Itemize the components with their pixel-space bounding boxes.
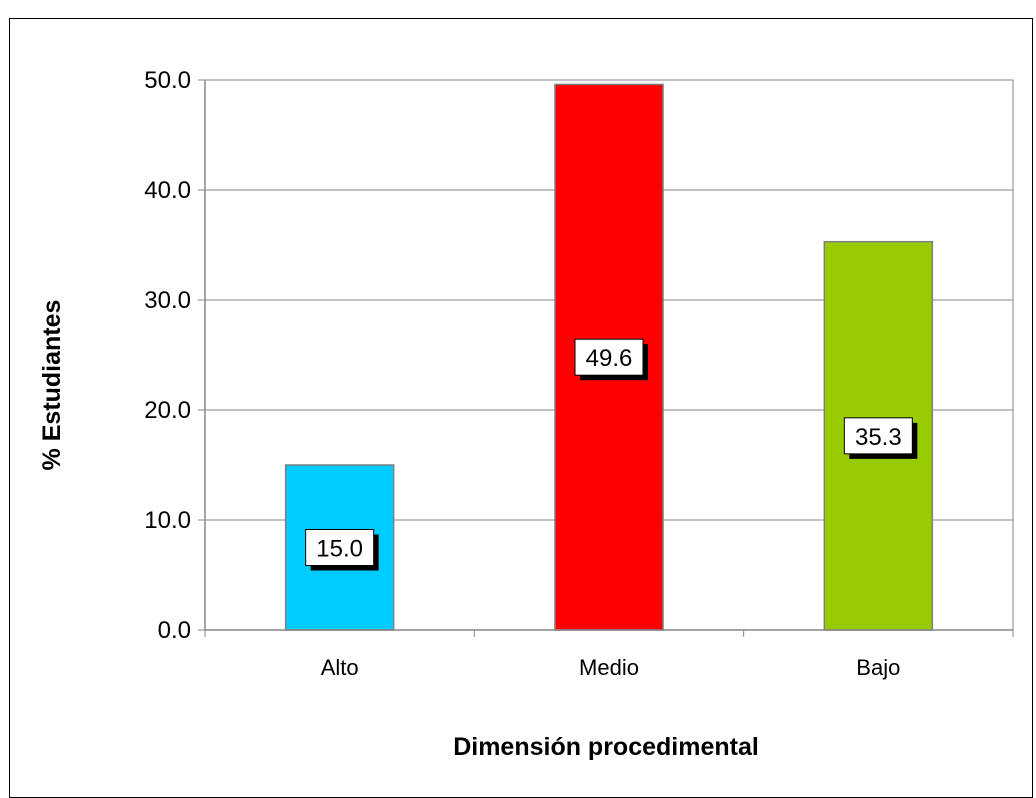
data-label-box	[305, 529, 375, 566]
y-tick-label: 10.0	[144, 507, 191, 534]
data-label-box	[574, 338, 644, 376]
x-tick-label: Bajo	[856, 655, 900, 680]
data-labels: 15.0 49.6 35.3	[305, 338, 918, 571]
y-tick-label: 0.0	[158, 617, 191, 644]
x-tick-label: Medio	[579, 655, 639, 680]
x-tick-label: Alto	[321, 655, 359, 680]
data-label: 35.3	[855, 424, 902, 451]
y-tick-label: 40.0	[144, 177, 191, 204]
x-axis-title: Dimensión procedimental	[453, 733, 759, 761]
y-tick-label: 30.0	[144, 287, 191, 314]
y-tick-label: 20.0	[144, 397, 191, 424]
data-label-box	[843, 417, 913, 455]
data-label: 15.0	[316, 536, 363, 563]
axes: 0.0 10.0 20.0 30.0 40.0 50.0 Alto Medio Bajo	[144, 67, 1014, 680]
y-axis-title: % Estudiantes	[38, 300, 66, 471]
data-label: 49.6	[586, 345, 633, 372]
y-tick-label: 50.0	[144, 67, 191, 94]
